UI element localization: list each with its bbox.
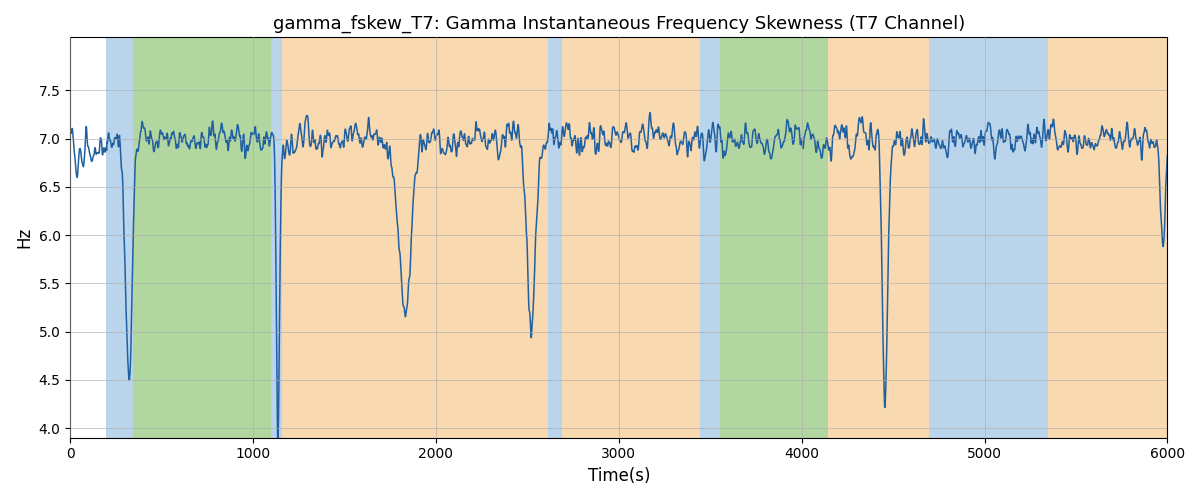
Bar	[562, 38, 701, 438]
Title: gamma_fskew_T7: Gamma Instantaneous Frequency Skewness (T7 Channel): gamma_fskew_T7: Gamma Instantaneous Freq…	[272, 15, 965, 34]
Bar	[701, 38, 720, 438]
Bar	[547, 38, 562, 438]
Bar	[133, 38, 270, 438]
Bar	[282, 38, 547, 438]
Bar	[270, 38, 282, 438]
Bar	[828, 38, 929, 438]
X-axis label: Time(s): Time(s)	[588, 467, 650, 485]
Bar	[929, 38, 1048, 438]
Bar	[106, 38, 133, 438]
Bar	[1048, 38, 1168, 438]
Bar	[71, 38, 106, 438]
Bar	[720, 38, 828, 438]
Y-axis label: Hz: Hz	[16, 227, 34, 248]
